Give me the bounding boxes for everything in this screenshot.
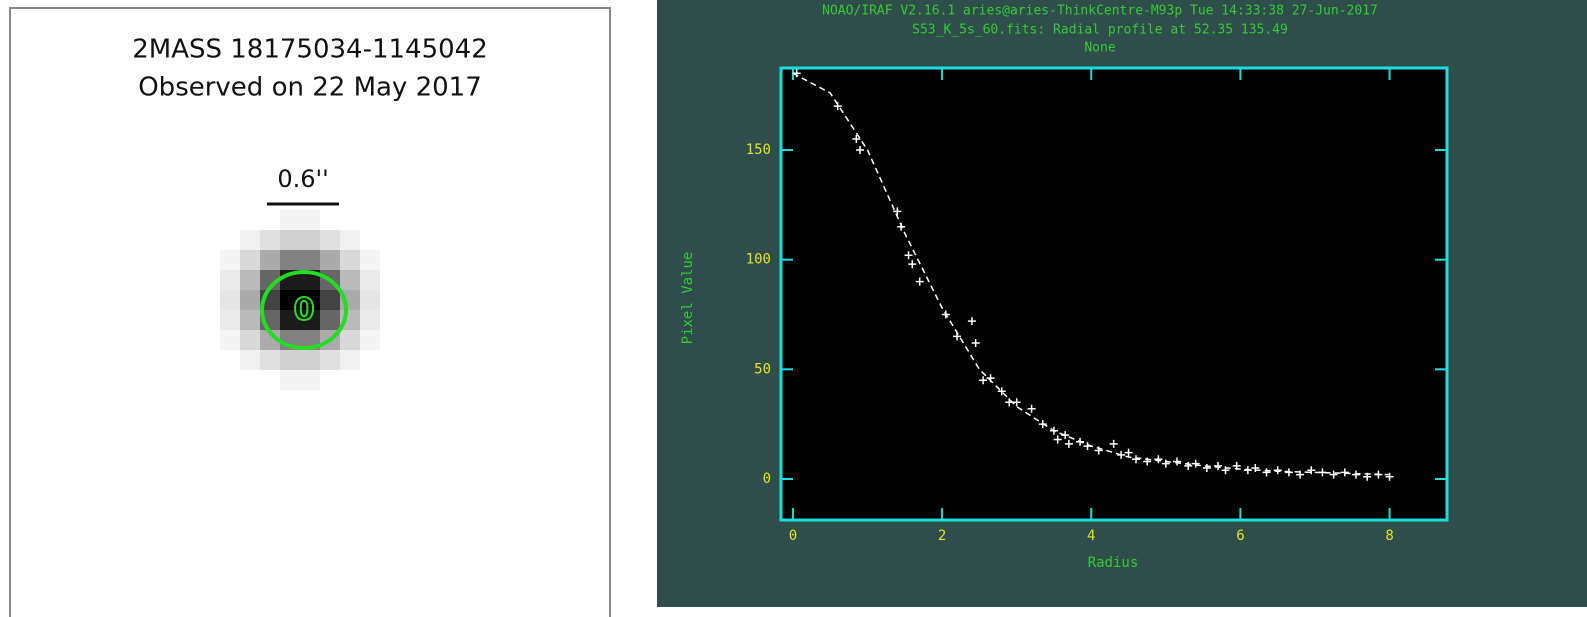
- y-tick-label: 0: [763, 471, 771, 487]
- pixel: [280, 210, 300, 230]
- x-tick-label: 0: [789, 528, 797, 544]
- pixel: [280, 230, 300, 250]
- pixel: [360, 270, 380, 290]
- figure: 2MASS 18175034-1145042 Observed on 22 Ma…: [0, 0, 1587, 617]
- pixel: [240, 350, 260, 370]
- pixel: [300, 370, 320, 390]
- pixel: [220, 250, 240, 270]
- panel-subtitle: Observed on 22 May 2017: [138, 73, 482, 103]
- x-tick-label: 4: [1087, 528, 1095, 544]
- pixel: [240, 290, 260, 310]
- pixel: [300, 230, 320, 250]
- pixel: [280, 250, 300, 270]
- pixel: [260, 350, 280, 370]
- pixel: [340, 250, 360, 270]
- pixel: [260, 230, 280, 250]
- pixel: [320, 290, 340, 310]
- y-axis-label: Pixel Value: [680, 252, 696, 345]
- x-tick-label: 8: [1385, 528, 1393, 544]
- pixel: [260, 250, 280, 270]
- pixel: [340, 270, 360, 290]
- pixel: [340, 330, 360, 350]
- pixel: [240, 310, 260, 330]
- pixel: [360, 250, 380, 270]
- pixel: [340, 350, 360, 370]
- pixel: [220, 270, 240, 290]
- pixel: [360, 330, 380, 350]
- pixel: [240, 250, 260, 270]
- x-tick-label: 6: [1236, 528, 1244, 544]
- x-axis-label: Radius: [1088, 555, 1139, 571]
- pixel: [320, 230, 340, 250]
- scale-label: 0.6'': [277, 165, 328, 193]
- pixel: [340, 230, 360, 250]
- pixel: [280, 370, 300, 390]
- x-tick-label: 2: [938, 528, 946, 544]
- panel-title: 2MASS 18175034-1145042: [132, 35, 488, 65]
- chart-title: NOAO/IRAF V2.16.1 aries@aries-ThinkCentr…: [822, 4, 1378, 19]
- y-tick-label: 50: [754, 361, 771, 377]
- y-tick-label: 100: [746, 252, 771, 268]
- pixel: [320, 310, 340, 330]
- pixel: [360, 310, 380, 330]
- pixel: [220, 310, 240, 330]
- pixel: [240, 330, 260, 350]
- plot-area: [781, 68, 1447, 520]
- pixel: [220, 290, 240, 310]
- pixel: [220, 330, 240, 350]
- chart-note: None: [1084, 41, 1115, 56]
- y-tick-label: 150: [746, 142, 771, 158]
- pixel: [280, 350, 300, 370]
- pixel: [240, 230, 260, 250]
- pixel: [320, 250, 340, 270]
- chart-subtitle: S53_K_5s_60.fits: Radial profile at 52.3…: [912, 23, 1288, 38]
- marker-label: 0: [294, 293, 315, 328]
- pixel: [240, 270, 260, 290]
- pixel: [300, 350, 320, 370]
- pixel: [300, 210, 320, 230]
- pixel: [360, 290, 380, 310]
- pixel: [300, 250, 320, 270]
- pixel: [320, 350, 340, 370]
- page: { "image_panel": { "title": "2MASS 18175…: [0, 0, 1587, 617]
